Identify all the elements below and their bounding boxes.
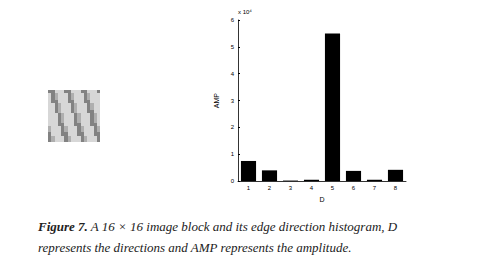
svg-text:1: 1 xyxy=(231,151,235,157)
html-text:Figure 7. A 16 × 16 image bloc: Figure 7. A 16 × 16 image block and its … xyxy=(38,219,398,234)
svg-text:2: 2 xyxy=(231,124,235,130)
svg-text:5: 5 xyxy=(231,44,235,50)
svg-text:8: 8 xyxy=(394,185,398,191)
svg-text:D: D xyxy=(319,196,324,203)
svg-text:4: 4 xyxy=(310,185,314,191)
html-text:represents the directions and: represents the directions and AMP repres… xyxy=(38,240,352,255)
svg-text:2: 2 xyxy=(268,185,272,191)
svg-text:5: 5 xyxy=(331,185,335,191)
svg-text:6: 6 xyxy=(352,185,356,191)
svg-text:1: 1 xyxy=(247,185,251,191)
svg-text:3: 3 xyxy=(289,185,293,191)
svg-text:AMP: AMP xyxy=(213,93,220,109)
svg-text:x 10⁴: x 10⁴ xyxy=(238,9,252,15)
svg-text:0: 0 xyxy=(231,178,235,184)
svg-text:6: 6 xyxy=(231,17,235,23)
svg-text:3: 3 xyxy=(231,98,235,104)
svg-text:4: 4 xyxy=(231,71,235,77)
svg-text:7: 7 xyxy=(373,185,377,191)
